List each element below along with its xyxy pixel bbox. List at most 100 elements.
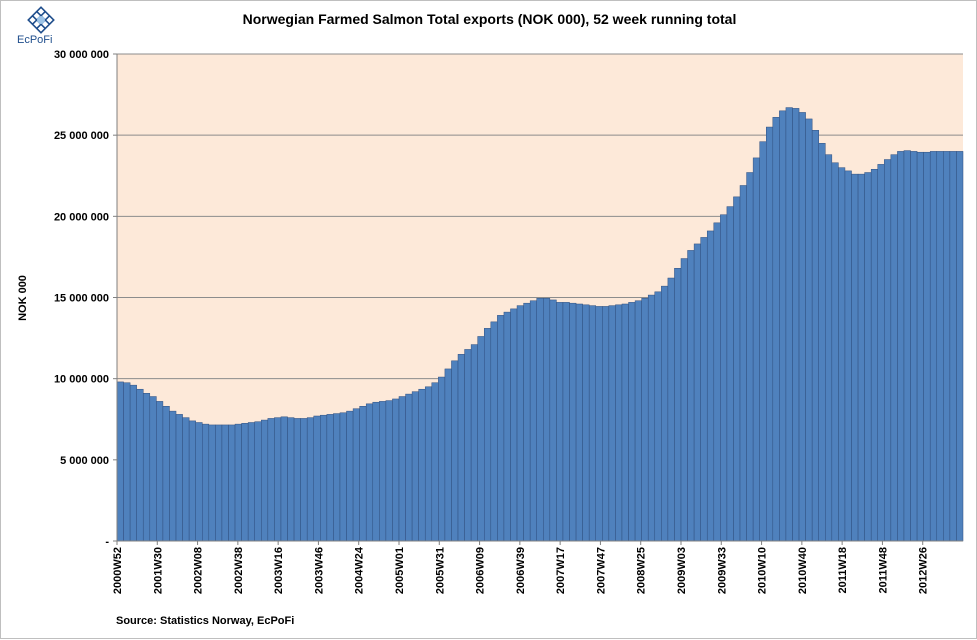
data-bar <box>510 308 518 542</box>
x-tick-label: 2011W48 <box>877 547 889 593</box>
data-bar <box>726 206 734 542</box>
data-bar <box>346 410 354 542</box>
data-bar <box>254 421 262 542</box>
data-bar <box>943 151 951 542</box>
data-bar <box>615 304 623 542</box>
data-bar <box>405 393 413 542</box>
data-bar <box>313 415 321 542</box>
data-bar <box>582 304 590 542</box>
data-bar <box>733 196 741 542</box>
source-note: Source: Statistics Norway, EcPoFi <box>116 615 295 627</box>
data-bar <box>287 417 295 542</box>
data-bar <box>700 237 708 542</box>
data-bar <box>844 170 852 542</box>
data-bar <box>379 401 387 542</box>
data-bar <box>451 360 459 542</box>
x-tick-label: 2006W39 <box>515 547 527 594</box>
data-bar <box>241 423 249 542</box>
data-bar <box>365 403 374 542</box>
x-tick-label: 2009W03 <box>676 547 688 594</box>
data-bar <box>759 141 767 542</box>
data-bar <box>575 303 583 542</box>
data-bar <box>641 298 649 542</box>
data-bar <box>811 130 819 542</box>
data-bar <box>884 159 892 542</box>
x-tick-label: 2003W16 <box>273 547 285 594</box>
data-bar <box>326 414 334 542</box>
data-bar <box>359 406 367 542</box>
data-bar <box>333 413 341 542</box>
data-bar <box>602 306 610 542</box>
data-bar <box>549 299 557 542</box>
data-bar <box>247 422 255 542</box>
data-bar <box>215 424 223 542</box>
data-bar <box>693 243 701 542</box>
data-bar <box>825 154 833 542</box>
data-bar <box>739 185 747 542</box>
x-tick-label: 2010W40 <box>797 547 809 594</box>
data-bar <box>497 315 505 542</box>
data-bar <box>208 424 216 542</box>
data-bar <box>470 344 478 542</box>
data-bar <box>838 167 846 542</box>
x-tick-label: 2004W24 <box>354 546 366 594</box>
data-bar <box>785 107 793 542</box>
data-bar <box>529 300 537 542</box>
data-bar <box>798 112 806 542</box>
y-tick-labels: - 5 000 000 10 000 000 15 000 000 20 000 000… <box>54 49 109 548</box>
data-bar <box>752 157 760 542</box>
data-bar <box>195 422 203 542</box>
y-tick-label: 30 000 000 <box>54 49 109 61</box>
data-bar <box>202 423 210 542</box>
data-bar <box>280 416 288 542</box>
data-bar <box>398 396 406 542</box>
x-tick-label: 2011W18 <box>837 547 849 593</box>
data-bar <box>300 418 308 542</box>
data-bar <box>706 230 715 542</box>
data-bar <box>818 143 826 542</box>
data-bar <box>418 388 426 542</box>
chart-title: Norwegian Farmed Salmon Total exports (N… <box>242 11 737 27</box>
data-bar <box>392 398 400 542</box>
data-bar <box>464 349 472 542</box>
data-bar <box>175 414 183 542</box>
data-bar <box>149 396 157 542</box>
data-bar <box>667 277 675 542</box>
data-bar <box>628 302 636 542</box>
data-bar <box>543 298 551 542</box>
data-bar <box>792 108 800 542</box>
data-bar <box>595 306 603 542</box>
data-bar <box>503 311 511 542</box>
data-bar <box>267 418 275 542</box>
data-bar <box>306 417 314 542</box>
data-bar <box>870 169 878 542</box>
data-bar <box>720 214 728 542</box>
data-bar <box>188 420 196 542</box>
x-tick-label: 2003W46 <box>313 547 325 594</box>
data-bar <box>687 250 695 542</box>
data-bar <box>923 151 931 542</box>
y-tick-label: 5 000 000 <box>60 455 109 467</box>
x-tick-label: 2007W17 <box>555 547 567 594</box>
data-bar <box>956 151 964 542</box>
data-bar <box>890 154 898 542</box>
y-tick-label: 15 000 000 <box>54 293 109 305</box>
data-bar <box>523 302 531 542</box>
data-bar <box>136 388 144 542</box>
x-tick-label: 2005W01 <box>394 547 406 594</box>
data-bar <box>424 386 433 542</box>
data-bar <box>805 118 813 542</box>
data-bar <box>766 126 774 542</box>
data-bar <box>877 164 885 542</box>
x-tick-label: 2006W09 <box>475 547 487 594</box>
data-bar <box>484 328 492 542</box>
data-bar <box>588 305 596 542</box>
data-bar <box>562 302 570 542</box>
data-bar <box>221 424 229 542</box>
data-bar <box>156 401 164 542</box>
data-bar <box>129 384 137 542</box>
data-bar <box>372 401 380 542</box>
data-bar <box>857 173 865 542</box>
data-bar <box>831 162 839 542</box>
